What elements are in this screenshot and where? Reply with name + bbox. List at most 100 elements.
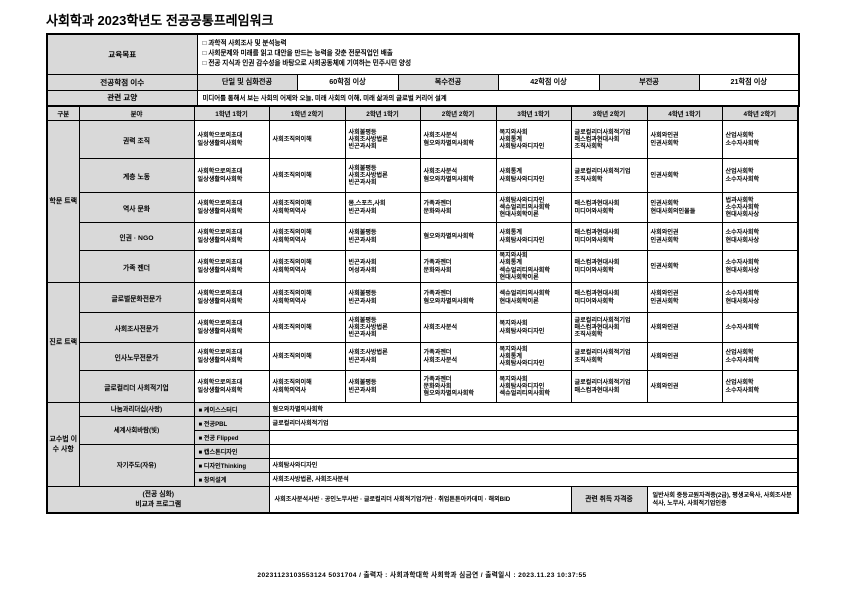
credit-type: 단일 및 심화전공 [196, 73, 298, 91]
course-cell: 사회조사분석 혐오와차별의사회학 [419, 120, 497, 159]
course-cell: 매스컴과현대사회 미디어와사회학 [570, 282, 648, 314]
field-label: 권력 조직 [78, 120, 195, 159]
method-row: 세계사회바람(빛) ■ 전공PBL 글로컬리더사회적기업 [47, 416, 799, 446]
column-header: 1학년 2학기 [268, 105, 346, 121]
method-name: ■ 창의설계 [193, 472, 270, 488]
field-label: 글로컬리더 사회적기업 [78, 370, 195, 404]
course-cell: 사회와인권 인권사회학 [646, 120, 723, 159]
course-cell: 사회통계 사회탐사와디자인 [495, 158, 572, 193]
course-cell: 사회와인권 인권사회학 [646, 282, 723, 314]
course-cell: 글로컬리더사회적기업 매스컴과현대사회 [570, 370, 648, 404]
course-cell: 사회조사분석 [419, 312, 497, 344]
track-group-label: 진로 트랙 [46, 282, 80, 404]
column-header: 구분 [46, 105, 80, 121]
course-cell: 가족과젠더 사회조사분석 [419, 342, 497, 372]
column-header: 4학년 1학기 [646, 105, 723, 121]
course-cell: 산업사회학 소수자사회학 [721, 370, 799, 404]
course-cell: 사회조직의이해 사회학의역사 [268, 192, 346, 223]
method-row: ■ 전공 Flipped [47, 430, 799, 446]
course-cell: 글로컬리더사회적기업 조직사회학 [570, 158, 648, 193]
print-info-line: 20231123103553124 5031704 / 출력자 : 사회과학대학… [257, 572, 587, 579]
course-cell: 사회학으로의초대 일상생활의사회학 [193, 249, 270, 284]
column-header: 3학년 2학기 [570, 105, 648, 121]
course-cell: 사회조직의이해 [268, 158, 346, 193]
column-header: 4학년 2학기 [721, 105, 799, 121]
course-cell: 매스컴과현대사회 미디어와사회학 [570, 222, 648, 251]
course-cell: 소수자사회학 현대사회사상 [721, 249, 799, 284]
liberal-label: 관련 교양 [46, 89, 198, 107]
course-cell: 가족과젠더 문화와사회 혐오와차별의사회학 [419, 370, 497, 404]
course-cell: 사회불평등 사회조사방법론 빈곤과사회 [344, 312, 421, 344]
method-courses [268, 444, 799, 460]
course-cell: 사회조사방법론 빈곤과사회 [344, 342, 421, 372]
course-cell: 소수자사회학 [721, 312, 799, 344]
course-cell: 사회조직의이해 [268, 120, 346, 159]
goal-item: □ 전공 지식과 인권 감수성을 바탕으로 사회공동체에 기여하는 민주시민 양… [202, 60, 412, 68]
goal-item: □ 과학적 사회조사 및 분석능력 [202, 39, 287, 47]
document-page: 사회학과 2023학년도 전공공통프레임워크 교육목표 □ 과학적 사회조사 및… [46, 8, 800, 579]
method-name: ■ 전공PBL [193, 416, 270, 432]
cert-label: 관련 취득 자격증 [570, 486, 648, 514]
program-label: (전공 심화) 비교과 프로그램 [46, 486, 270, 514]
course-cell: 섹슈얼리티의사회학 현대사회학이론 [495, 282, 572, 314]
page-title: 사회학과 2023학년도 전공공통프레임워크 [46, 13, 274, 28]
course-cell: 사회탐사와디자인 섹슈얼리티의사회학 현대사회학이론 [495, 192, 572, 223]
credits-row: 전공학점 이수 단일 및 심화전공 60학점 이상 복수전공 42학점 이상 부… [46, 73, 800, 91]
course-cell: 사회조직의이해 [268, 312, 346, 344]
method-row: 교수법 이수 사항 나눔과리더십(사랑) ■ 케이스스터디 혐오와차별의사회학 [46, 402, 799, 488]
method-row: 자기주도(자유) ■ 캡스톤디자인 [47, 444, 799, 488]
method-courses: 사회탐사와디자인 [268, 458, 799, 474]
credit-type: 복수전공 [397, 73, 499, 91]
goals-label: 교육목표 [46, 33, 198, 75]
method-category-label: 자기주도(자유) [78, 444, 195, 488]
method-name: ■ 디자인Thinking [193, 458, 270, 474]
field-label: 가족 젠더 [78, 249, 195, 284]
course-cell: 사회학으로의초대 일상생활의사회학 [193, 120, 270, 159]
curriculum-row: 사회조사전문가 사회학으로의초대 일상생활의사회학 사회조직의이해 사회불평등 사회조… [47, 312, 799, 344]
course-cell: 몸,스포츠,사회 빈곤과사회 [344, 192, 421, 223]
field-label: 역사 문화 [78, 192, 195, 223]
method-category-label: 세계사회바람(빛) [78, 416, 195, 446]
credit-value: 21학점 이상 [698, 73, 800, 91]
column-header: 2학년 2학기 [419, 105, 497, 121]
program-row: (전공 심화) 비교과 프로그램 사회조사분석사반 · 공인노무사반 · 글로컬리… [46, 486, 799, 514]
field-label: 사회조사전문가 [78, 312, 195, 344]
goals-content: □ 과학적 사회조사 및 분석능력 □ 사회문제와 미래를 읽고 대안을 만드는 … [196, 33, 800, 75]
curriculum-row: 역사 문화 사회학으로의초대 일상생활의사회학 사회조직의이해 사회학의역사 몸,스포… [47, 192, 799, 223]
field-label: 인권 · NGO [78, 222, 195, 251]
field-label: 글로벌문화전문가 [78, 282, 195, 314]
column-header: 1학년 1학기 [193, 105, 270, 121]
curriculum-row: 글로컬리더 사회적기업 사회학으로의초대 일상생활의사회학 사회조직의이해 사회학의… [47, 370, 799, 404]
course-cell: 인권사회학 [646, 249, 723, 284]
method-row: ■ 창의설계 사회조사방법론, 사회조사분석 [47, 472, 799, 488]
method-courses: 사회조사방법론, 사회조사분석 [268, 472, 799, 488]
course-cell: 매스컴과현대사회 미디어와사회학 [570, 249, 648, 284]
method-courses: 글로컬리더사회적기업 [268, 416, 799, 432]
course-cell: 사회와인권 [646, 342, 723, 372]
course-cell: 사회학으로의초대 일상생활의사회학 [193, 192, 270, 223]
course-cell: 가족과젠더 문화와사회 [419, 249, 497, 284]
method-courses: 혐오와차별의사회학 [268, 402, 799, 418]
method-name: ■ 전공 Flipped [193, 430, 270, 446]
curriculum-header-row: 구분 분야 1학년 1학기 1학년 2학기 2학년 1학기 2학년 2학기 3학년 1학기 3… [46, 105, 799, 121]
curriculum-row: 인권 · NGO 사회학으로의초대 일상생활의사회학 사회조직의이해 사회학의역사 사… [47, 222, 799, 251]
course-cell: 사회와인권 [646, 312, 723, 344]
course-cell: 산업사회학 소수자사회학 [721, 158, 799, 193]
course-cell: 인권사회학 현대사회의인물들 [646, 192, 723, 223]
course-cell: 복지와사회 사회통계 사회탐사와디자인 [495, 342, 572, 372]
track-group-label: 학문 트랙 [46, 119, 80, 284]
course-cell: 복지와사회 사회탐사와디자인 [495, 312, 572, 344]
course-cell: 매스컴과현대사회 미디어와사회학 [570, 192, 648, 223]
course-cell: 사회불평등 빈곤과사회 [344, 370, 421, 404]
course-cell: 사회조직의이해 사회학의역사 [268, 282, 346, 314]
field-label: 인사노무전문가 [78, 342, 195, 372]
info-table: 교육목표 □ 과학적 사회조사 및 분석능력 □ 사회문제와 미래를 읽고 대안을… [46, 33, 800, 107]
course-cell: 산업사회학 소수자사회학 [721, 342, 799, 372]
course-cell: 가족과젠더 문화와사회 [419, 192, 497, 223]
method-courses [268, 430, 799, 446]
curriculum-row: 계층 노동 사회학으로의초대 일상생활의사회학 사회조직의이해 사회불평등 사회조사방… [47, 158, 799, 193]
field-label: 계층 노동 [78, 158, 195, 193]
curriculum-row: 가족 젠더 사회학으로의초대 일상생활의사회학 사회조직의이해 사회학의역사 빈곤과사… [47, 249, 799, 284]
course-cell: 사회불평등 사회조사방법론 빈곤과사회 [344, 120, 421, 159]
curriculum-row: 진로 트랙 글로벌문화전문가 사회학으로의초대 일상생활의사회학 사회조직의이해 사회… [46, 282, 799, 404]
